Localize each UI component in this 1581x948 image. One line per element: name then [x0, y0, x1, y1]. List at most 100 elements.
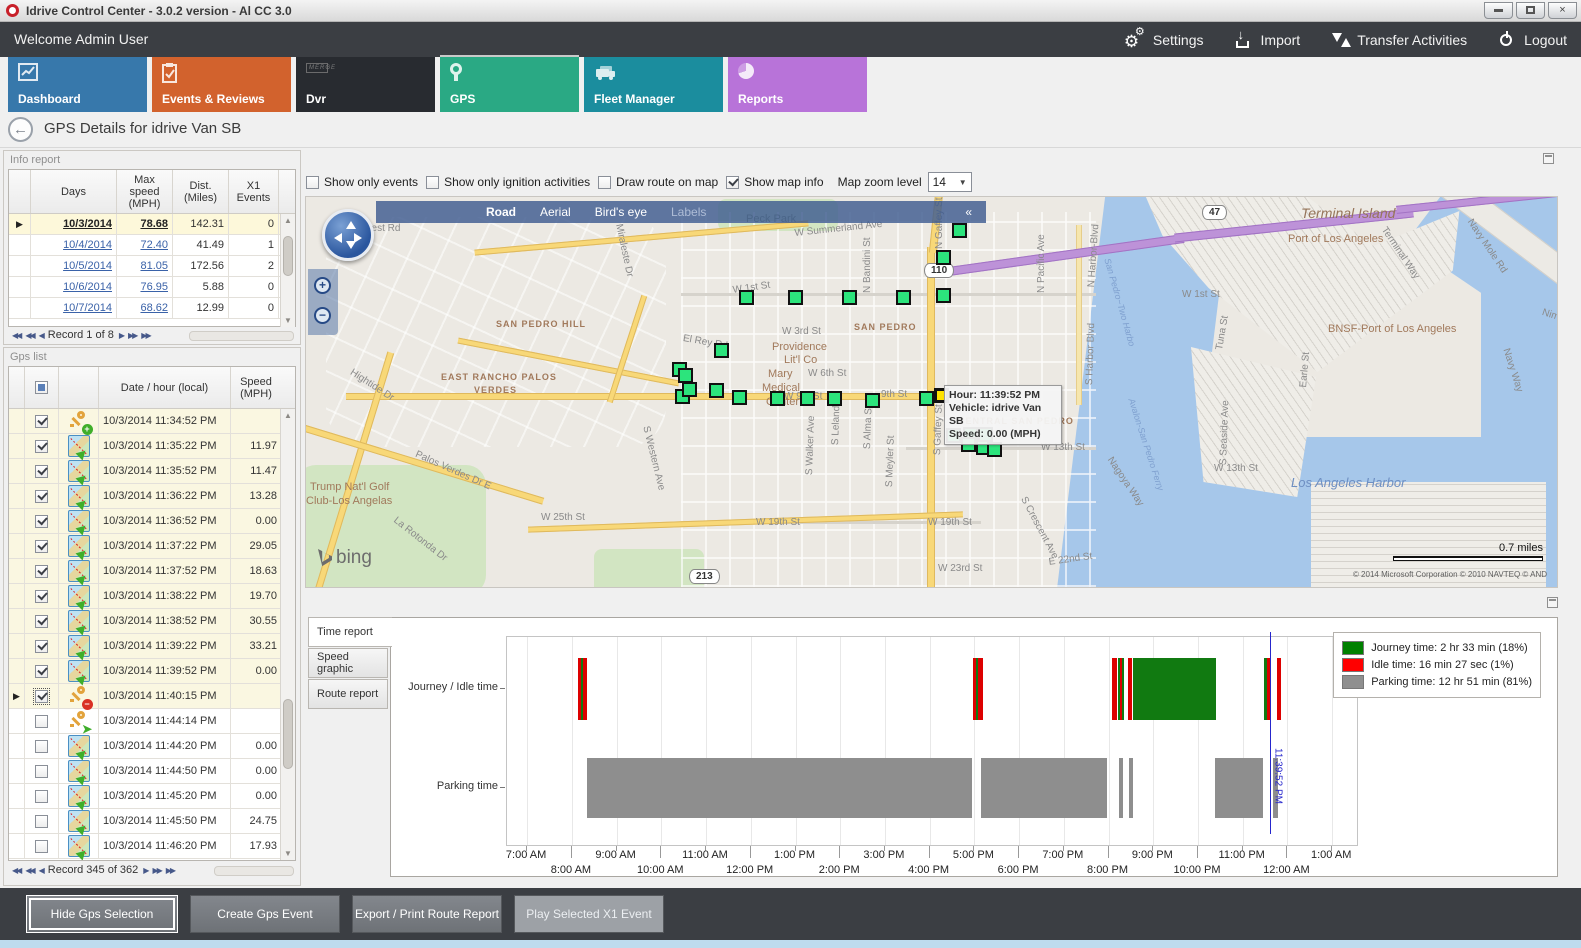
checkbox-cell[interactable] [25, 609, 59, 633]
info-col-header[interactable]: X1 Events [229, 170, 279, 213]
gps-list-pager[interactable]: ◀◀ ◀◀ ◀ Record 345 of 362 ▶ ▶▶ ▶▶ [12, 864, 176, 876]
list-item[interactable]: 10/3/2014 11:35:52 PM 11.47 [9, 459, 295, 484]
map-marker[interactable] [952, 223, 967, 238]
list-item[interactable]: ▶ −10/3/2014 11:40:15 PM [9, 684, 295, 710]
pan-down-icon[interactable] [346, 241, 356, 254]
max-speed-cell[interactable]: 68.62 [117, 298, 173, 318]
list-item[interactable]: 10/3/2014 11:44:20 PM 0.00 [9, 734, 295, 759]
days-link[interactable]: 10/4/2014 [63, 239, 112, 251]
map-nav-aerial[interactable]: Aerial [540, 205, 571, 219]
row-checkbox[interactable] [35, 414, 48, 428]
list-item[interactable]: 10/3/2014 11:38:22 PM 19.70 [9, 584, 295, 609]
list-item[interactable]: 10/3/2014 11:35:22 PM 11.97 [9, 434, 295, 459]
row-checkbox[interactable] [35, 789, 48, 803]
list-item[interactable]: 10/3/2014 11:45:50 PM 24.75 [9, 809, 295, 834]
map-nav-collapse-icon[interactable]: « [965, 205, 972, 219]
report-panel-collapse-button[interactable] [1547, 597, 1558, 608]
pan-left-icon[interactable] [329, 233, 342, 243]
tab-gps[interactable]: GPS [440, 55, 579, 112]
topbar-action-import[interactable]: ↓ Import [1234, 27, 1300, 50]
checkbox-cell[interactable] [25, 509, 59, 533]
map-nav-labels[interactable]: Labels [671, 205, 707, 219]
max-speed-link[interactable]: 76.95 [140, 281, 168, 293]
gps-col-date[interactable]: Date / hour (local) [99, 367, 231, 408]
gps-table-scrollbar[interactable]: ▲ ▼ [280, 409, 295, 860]
max-speed-cell[interactable]: 76.95 [117, 277, 173, 297]
maximize-button[interactable] [1516, 2, 1545, 19]
tab-events-reviews[interactable]: Events & Reviews [152, 57, 291, 112]
row-checkbox[interactable] [33, 687, 50, 705]
map-nav-bird-s-eye[interactable]: Bird's eye [594, 205, 647, 219]
row-checkbox[interactable] [35, 539, 48, 553]
list-item[interactable]: 10/3/2014 11:36:22 PM 13.28 [9, 484, 295, 509]
days-cell[interactable]: 10/6/2014 [31, 277, 117, 297]
row-checkbox[interactable] [35, 714, 48, 728]
checkbox-cell[interactable] [25, 809, 59, 833]
max-speed-link[interactable]: 68.62 [140, 302, 168, 314]
select-all-checkbox[interactable] [35, 381, 48, 394]
list-item[interactable]: 10/3/2014 11:37:52 PM 18.63 [9, 559, 295, 584]
pan-right-icon[interactable] [354, 233, 367, 243]
map-option-draw-route-on-map[interactable]: Draw route on map [598, 175, 718, 189]
table-row[interactable]: 10/7/2014 68.62 12.99 0 [9, 298, 295, 319]
bing-map[interactable]: Crest RdPeck ParkW Summerland AveMirales… [305, 196, 1558, 588]
max-speed-cell[interactable]: 81.05 [117, 256, 173, 276]
list-item[interactable]: 10/3/2014 11:36:52 PM 0.00 [9, 509, 295, 534]
checkbox-cell[interactable] [25, 434, 59, 458]
checkbox-cell[interactable] [25, 734, 59, 758]
tab-route-report[interactable]: Route report [308, 679, 388, 709]
zoom-out-button[interactable]: − [314, 307, 331, 324]
max-speed-cell[interactable]: 78.68 [117, 214, 173, 234]
map-marker[interactable] [896, 290, 911, 305]
info-table-scrollbar[interactable]: ▲ ▼ [280, 214, 295, 327]
map-option-checkbox[interactable] [726, 175, 740, 189]
checkbox-cell[interactable] [25, 759, 59, 783]
back-button[interactable]: ← [8, 117, 33, 142]
map-marker[interactable] [865, 393, 880, 408]
minimize-button[interactable] [1484, 2, 1513, 19]
zoom-in-button[interactable]: + [314, 277, 331, 294]
tab-reports[interactable]: Reports [728, 57, 867, 112]
map-marker[interactable] [919, 391, 934, 406]
map-style-navbar[interactable]: Road Aerial Bird's eye Labels « [376, 201, 986, 223]
max-speed-link[interactable]: 81.05 [140, 260, 168, 272]
list-item[interactable]: 10/3/2014 11:46:20 PM 17.93 [9, 834, 295, 859]
checkbox-cell[interactable] [25, 659, 59, 683]
gps-col-checkbox[interactable] [25, 367, 59, 408]
map-marker[interactable] [800, 391, 815, 406]
map-panel-collapse-button[interactable] [1543, 153, 1554, 164]
checkbox-cell[interactable] [25, 484, 59, 508]
gps-hscrollbar[interactable] [214, 866, 294, 876]
window-titlebar[interactable]: Idrive Control Center - 3.0.2 version - … [0, 0, 1581, 22]
days-link[interactable]: 10/3/2014 [63, 218, 112, 230]
checkbox-cell[interactable] [25, 459, 59, 483]
topbar-action-transfer-activities[interactable]: Transfer Activities [1330, 30, 1467, 50]
list-item[interactable]: 10/3/2014 11:45:20 PM 0.00 [9, 784, 295, 809]
checkbox-cell[interactable] [25, 684, 59, 708]
row-checkbox[interactable] [35, 764, 48, 778]
table-row[interactable]: 10/4/2014 72.40 41.49 1 [9, 235, 295, 256]
gps-col-speed[interactable]: Speed (MPH) [240, 375, 272, 400]
checkbox-cell[interactable] [25, 559, 59, 583]
info-col-header[interactable]: Days [31, 170, 117, 213]
pan-up-icon[interactable] [346, 216, 356, 229]
row-checkbox[interactable] [35, 639, 48, 653]
map-marker[interactable] [714, 343, 729, 358]
row-checkbox[interactable] [35, 614, 48, 628]
row-checkbox[interactable] [35, 739, 48, 753]
checkbox-cell[interactable] [25, 834, 59, 858]
map-marker[interactable] [842, 290, 857, 305]
map-marker[interactable] [682, 382, 697, 397]
tab-time-report[interactable]: Time report [308, 617, 392, 647]
info-report-table[interactable]: Days Max speed (MPH) Dist. (Miles) X1 Event… [8, 169, 296, 327]
hide-gps-selection-button[interactable]: Hide Gps Selection [26, 895, 178, 933]
info-col-header[interactable]: Dist. (Miles) [173, 170, 229, 213]
days-cell[interactable]: 10/7/2014 [31, 298, 117, 318]
checkbox-cell[interactable] [25, 534, 59, 558]
list-item[interactable]: +10/3/2014 11:34:52 PM [9, 409, 295, 435]
list-item[interactable]: 10/3/2014 11:39:22 PM 33.21 [9, 634, 295, 659]
map-option-checkbox[interactable] [598, 175, 612, 189]
map-option-show-only-ignition-activities[interactable]: Show only ignition activities [426, 175, 590, 189]
map-marker[interactable] [709, 383, 724, 398]
topbar-action-logout[interactable]: Logout [1497, 30, 1567, 50]
